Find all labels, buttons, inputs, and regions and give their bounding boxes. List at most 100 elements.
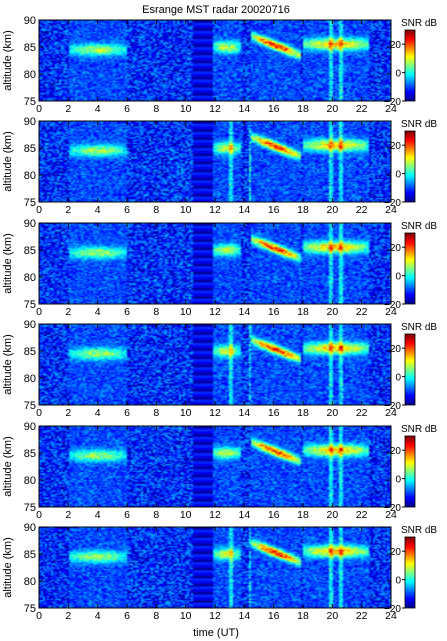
- x-tick-label: 22: [356, 306, 368, 318]
- x-tick-label: 0: [36, 103, 42, 115]
- x-tick-label: 16: [268, 103, 280, 115]
- x-tick-label: 10: [180, 204, 192, 216]
- x-tick-label: 22: [356, 103, 368, 115]
- x-tick-label: 24: [385, 407, 397, 419]
- colorbar: [405, 537, 415, 608]
- x-tick-label: 10: [180, 610, 192, 622]
- x-tick-label: 6: [124, 509, 130, 521]
- colorbar-label: SNR dB: [401, 525, 437, 536]
- colorbar-tick-label: −20: [384, 604, 401, 615]
- y-tick-label: 90: [24, 15, 36, 27]
- colorbar-tick-label: 0: [395, 272, 401, 283]
- y-axis-label: altitude (km): [2, 233, 14, 294]
- x-tick-label: 0: [36, 407, 42, 419]
- colorbar: [405, 131, 415, 202]
- x-tick-label: 0: [36, 509, 42, 521]
- x-tick-label: 16: [268, 610, 280, 622]
- x-tick-label: 18: [297, 306, 309, 318]
- y-tick-label: 80: [24, 272, 36, 284]
- colorbar-frame: [404, 333, 416, 406]
- x-tick-label: 8: [153, 103, 159, 115]
- colorbar-tick-label: 0: [395, 69, 401, 80]
- x-tick-label: 20: [326, 407, 338, 419]
- x-tick-label: 20: [326, 306, 338, 318]
- colorbar-tick-label: 20: [390, 243, 402, 254]
- y-tick-label: 75: [24, 502, 36, 514]
- y-tick-label: 85: [24, 42, 36, 54]
- x-tick-label: 8: [153, 306, 159, 318]
- x-tick-label: 24: [385, 204, 397, 216]
- x-tick-label: 6: [124, 407, 130, 419]
- x-tick-label: 4: [95, 306, 101, 318]
- x-tick-label: 12: [209, 204, 221, 216]
- y-tick-label: 90: [24, 522, 36, 534]
- x-tick-label: 2: [65, 610, 71, 622]
- y-axis-label: altitude (km): [2, 537, 14, 598]
- x-tick-label: 12: [209, 509, 221, 521]
- x-tick-label: 24: [385, 103, 397, 115]
- colorbar-frame: [404, 29, 416, 102]
- colorbar-tick-label: −20: [384, 300, 401, 311]
- colorbar-tick-label: 20: [390, 547, 402, 558]
- x-tick-label: 8: [153, 204, 159, 216]
- x-tick-label: 10: [180, 103, 192, 115]
- x-axis-label: time (UT): [193, 627, 239, 639]
- x-tick-label: 4: [95, 610, 101, 622]
- x-tick-label: 18: [297, 103, 309, 115]
- x-tick-label: 20: [326, 204, 338, 216]
- y-tick-label: 85: [24, 549, 36, 561]
- colorbar-tick-label: 20: [390, 344, 402, 355]
- y-tick-label: 80: [24, 170, 36, 182]
- colorbar: [405, 30, 415, 101]
- x-tick-label: 20: [326, 610, 338, 622]
- colorbar-tick-label: 0: [395, 475, 401, 486]
- x-tick-label: 10: [180, 407, 192, 419]
- x-tick-label: 6: [124, 103, 130, 115]
- x-tick-label: 14: [238, 103, 250, 115]
- y-tick-label: 75: [24, 96, 36, 108]
- x-tick-label: 12: [209, 610, 221, 622]
- colorbar-tick-label: 20: [390, 446, 402, 457]
- x-tick-label: 6: [124, 306, 130, 318]
- x-tick-label: 2: [65, 306, 71, 318]
- x-tick-label: 18: [297, 204, 309, 216]
- x-tick-label: 20: [326, 509, 338, 521]
- x-tick-label: 2: [65, 204, 71, 216]
- x-tick-label: 4: [95, 509, 101, 521]
- y-tick-label: 75: [24, 603, 36, 615]
- y-tick-label: 75: [24, 299, 36, 311]
- y-tick-label: 90: [24, 116, 36, 128]
- x-tick-label: 6: [124, 610, 130, 622]
- x-tick-label: 14: [238, 509, 250, 521]
- snr-heatmap: [39, 121, 391, 202]
- y-tick-label: 75: [24, 197, 36, 209]
- colorbar-tick-label: −20: [384, 97, 401, 108]
- y-axis-label: altitude (km): [2, 334, 14, 395]
- y-axis-label: altitude (km): [2, 30, 14, 91]
- x-tick-label: 18: [297, 407, 309, 419]
- x-tick-label: 8: [153, 610, 159, 622]
- x-tick-label: 14: [238, 204, 250, 216]
- y-tick-label: 90: [24, 218, 36, 230]
- y-tick-label: 85: [24, 245, 36, 257]
- y-tick-label: 85: [24, 448, 36, 460]
- x-tick-label: 2: [65, 103, 71, 115]
- colorbar-tick-label: 20: [390, 141, 402, 152]
- chart-title: Esrange MST radar 20020716: [142, 4, 290, 16]
- colorbar-tick-label: −20: [384, 198, 401, 209]
- x-tick-label: 18: [297, 509, 309, 521]
- colorbar-frame: [404, 130, 416, 203]
- x-tick-label: 8: [153, 407, 159, 419]
- x-tick-label: 4: [95, 204, 101, 216]
- y-axis-label: altitude (km): [2, 436, 14, 497]
- x-tick-label: 20: [326, 103, 338, 115]
- snr-heatmap: [39, 20, 391, 101]
- y-tick-label: 85: [24, 346, 36, 358]
- colorbar-tick-label: −20: [384, 401, 401, 412]
- x-tick-label: 10: [180, 306, 192, 318]
- x-tick-label: 2: [65, 407, 71, 419]
